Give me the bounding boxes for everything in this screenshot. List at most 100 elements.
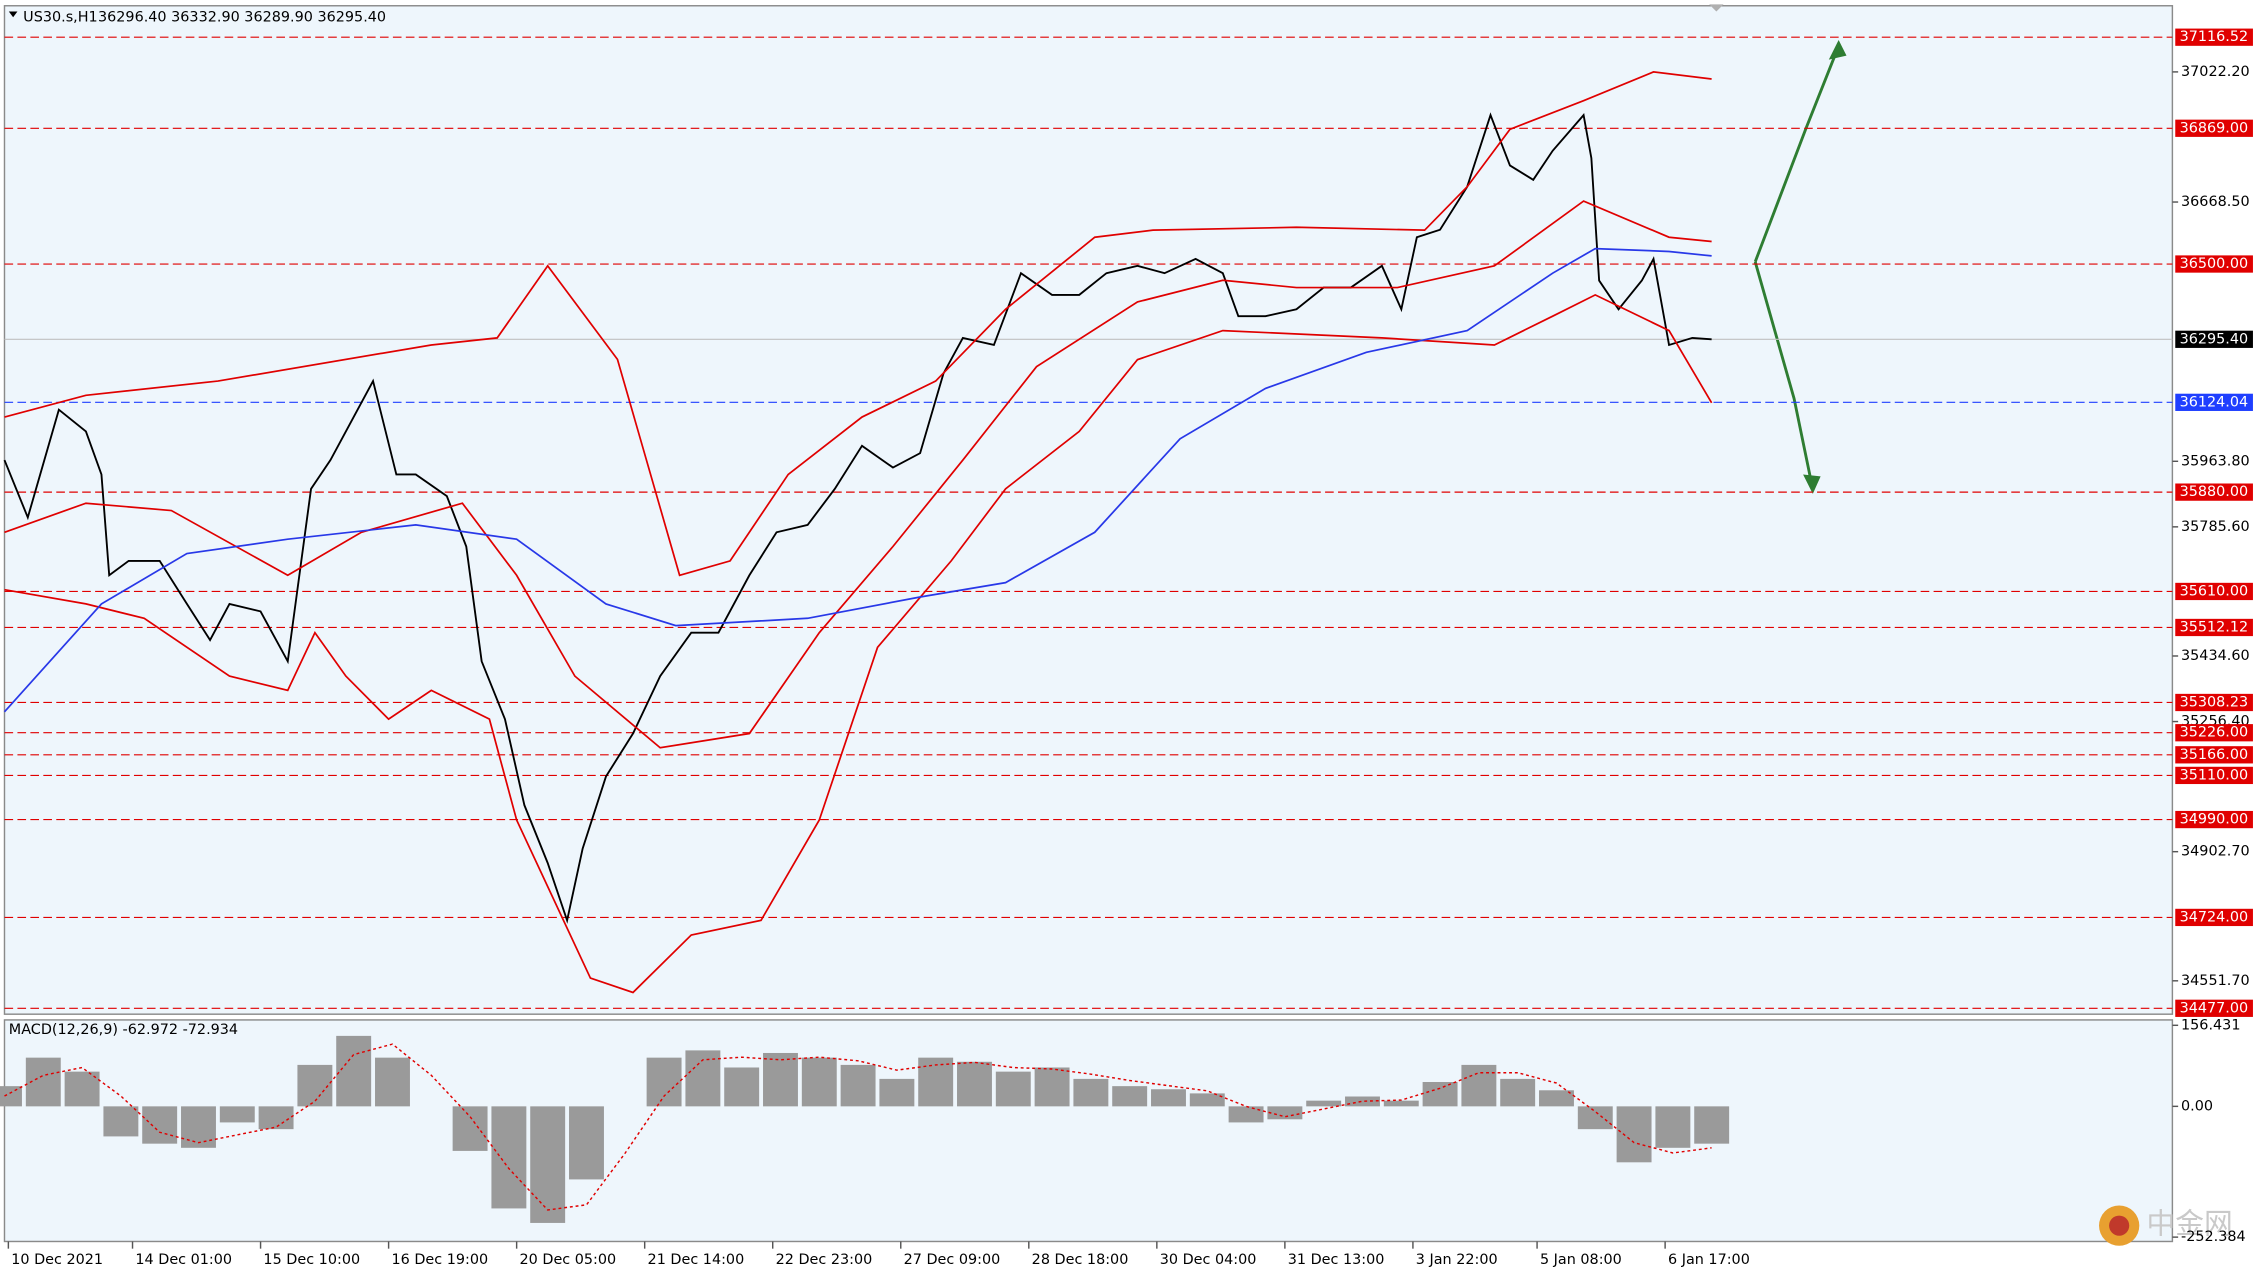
level-label: 35226.00 (2180, 725, 2249, 741)
current-price-box (2175, 330, 2253, 348)
macd-bar (1655, 1106, 1691, 1148)
x-tick-label: 15 Dec 10:00 (263, 1252, 360, 1268)
macd-bar (1422, 1081, 1458, 1107)
macd-bar (724, 1067, 760, 1107)
macd-bar (1228, 1106, 1264, 1123)
menu-triangle (8, 11, 18, 18)
x-tick-label: 16 Dec 19:00 (391, 1252, 488, 1268)
macd-bar (530, 1106, 566, 1223)
macd-bar (995, 1071, 1031, 1107)
x-tick-label: 10 Dec 2021 (11, 1252, 103, 1268)
y-tick-label: 34902.70 (2181, 844, 2250, 860)
macd-bar (957, 1061, 992, 1107)
macd-bar (1539, 1090, 1574, 1107)
y-tick-label: 34551.70 (2181, 973, 2250, 989)
macd-panel (3, 1019, 2174, 1243)
x-tick-label: 6 Jan 17:00 (1668, 1252, 1750, 1268)
macd-bar (879, 1078, 915, 1107)
macd-bar (1500, 1078, 1536, 1107)
level-label: 35512.12 (2180, 619, 2249, 635)
macd-bar (103, 1106, 139, 1137)
level-label: 35166.00 (2180, 747, 2249, 763)
x-tick-label: 30 Dec 04:00 (1160, 1252, 1257, 1268)
macd-bar (646, 1057, 682, 1107)
macd-bar (219, 1106, 255, 1123)
macd-bar (336, 1035, 372, 1107)
macd-bar (491, 1106, 527, 1209)
signal-line (4, 1043, 1712, 1211)
level-label: 35610.00 (2180, 583, 2249, 599)
indicator-line (3, 247, 1712, 713)
y-tick-label: 36668.50 (2181, 194, 2250, 210)
level-label: 37116.52 (2180, 29, 2249, 45)
level-label-box (2175, 999, 2253, 1017)
forecast-arrows (1753, 39, 1847, 494)
x-tick-label: 3 Jan 22:00 (1416, 1252, 1498, 1268)
x-tick-label: 5 Jan 08:00 (1540, 1252, 1622, 1268)
chart-title: US30.s,H1 (23, 9, 98, 25)
level-label-box (2175, 393, 2253, 411)
macd-bar (801, 1057, 837, 1107)
macd-bar (1616, 1106, 1652, 1163)
y-tick-label: 35785.60 (2181, 519, 2250, 535)
level-label-box (2175, 28, 2253, 46)
y-tick-label: -252.384 (2181, 1229, 2246, 1245)
macd-bar (763, 1052, 798, 1107)
level-label: 36500.00 (2180, 256, 2249, 272)
level-label-box (2175, 766, 2253, 785)
macd-bar (1694, 1106, 1730, 1144)
y-tick-label: 35963.80 (2181, 453, 2250, 469)
level-label-box (2175, 582, 2253, 601)
price-line (3, 112, 1712, 924)
y-tick-label: 0.00 (2181, 1098, 2213, 1114)
ohlc-readout: 36296.40 36332.90 36289.90 36295.40 (98, 9, 386, 25)
x-tick-label: 14 Dec 01:00 (135, 1252, 232, 1268)
macd-bar (1034, 1067, 1070, 1107)
macd-bar (1267, 1106, 1303, 1120)
level-label-box (2175, 724, 2253, 742)
level-label: 34990.00 (2180, 812, 2249, 828)
main-panel (3, 5, 2174, 1015)
x-tick-label: 22 Dec 23:00 (776, 1252, 873, 1268)
macd-title: MACD(12,26,9) -62.972 -72.934 (9, 1022, 238, 1038)
macd-bar (142, 1106, 178, 1144)
macd-bar (1306, 1100, 1342, 1107)
macd-bar (1577, 1106, 1613, 1130)
level-label-box (2175, 810, 2253, 829)
current-price-label: 36295.40 (2180, 331, 2249, 347)
macd-bar (258, 1106, 294, 1130)
level-label: 34724.00 (2180, 909, 2249, 925)
macd-bar (918, 1057, 954, 1107)
macd-bar (375, 1057, 410, 1107)
macd-bar (64, 1071, 100, 1107)
level-label: 36124.04 (2180, 394, 2249, 410)
x-tick-label: 28 Dec 18:00 (1032, 1252, 1129, 1268)
indicator-line (4, 293, 1713, 994)
level-label: 35110.00 (2180, 767, 2249, 783)
level-label-box (2175, 618, 2253, 637)
macd-bar (452, 1106, 488, 1151)
x-tick-label: 27 Dec 09:00 (904, 1252, 1001, 1268)
macd-bar (297, 1064, 333, 1107)
level-label-box (2175, 255, 2253, 273)
macd-bar (1073, 1078, 1109, 1107)
macd-bar (1112, 1086, 1148, 1107)
macd-bar (0, 1086, 22, 1107)
macd-bar (181, 1106, 216, 1148)
indicator-line (4, 200, 1712, 749)
level-label-box (2175, 119, 2253, 137)
macd-bar (1383, 1100, 1419, 1107)
indicator-line (4, 71, 1712, 577)
level-label: 36869.00 (2180, 120, 2249, 136)
x-tick-label: 20 Dec 05:00 (520, 1252, 617, 1268)
macd-bar (1461, 1064, 1497, 1107)
x-tick-label: 21 Dec 14:00 (648, 1252, 745, 1268)
arrow-down (1753, 261, 1815, 490)
level-label-box (2175, 908, 2253, 927)
shift-marker (1709, 4, 1724, 12)
macd-bar (569, 1106, 604, 1180)
level-label-box (2175, 693, 2253, 712)
arrow-head (1803, 474, 1821, 494)
